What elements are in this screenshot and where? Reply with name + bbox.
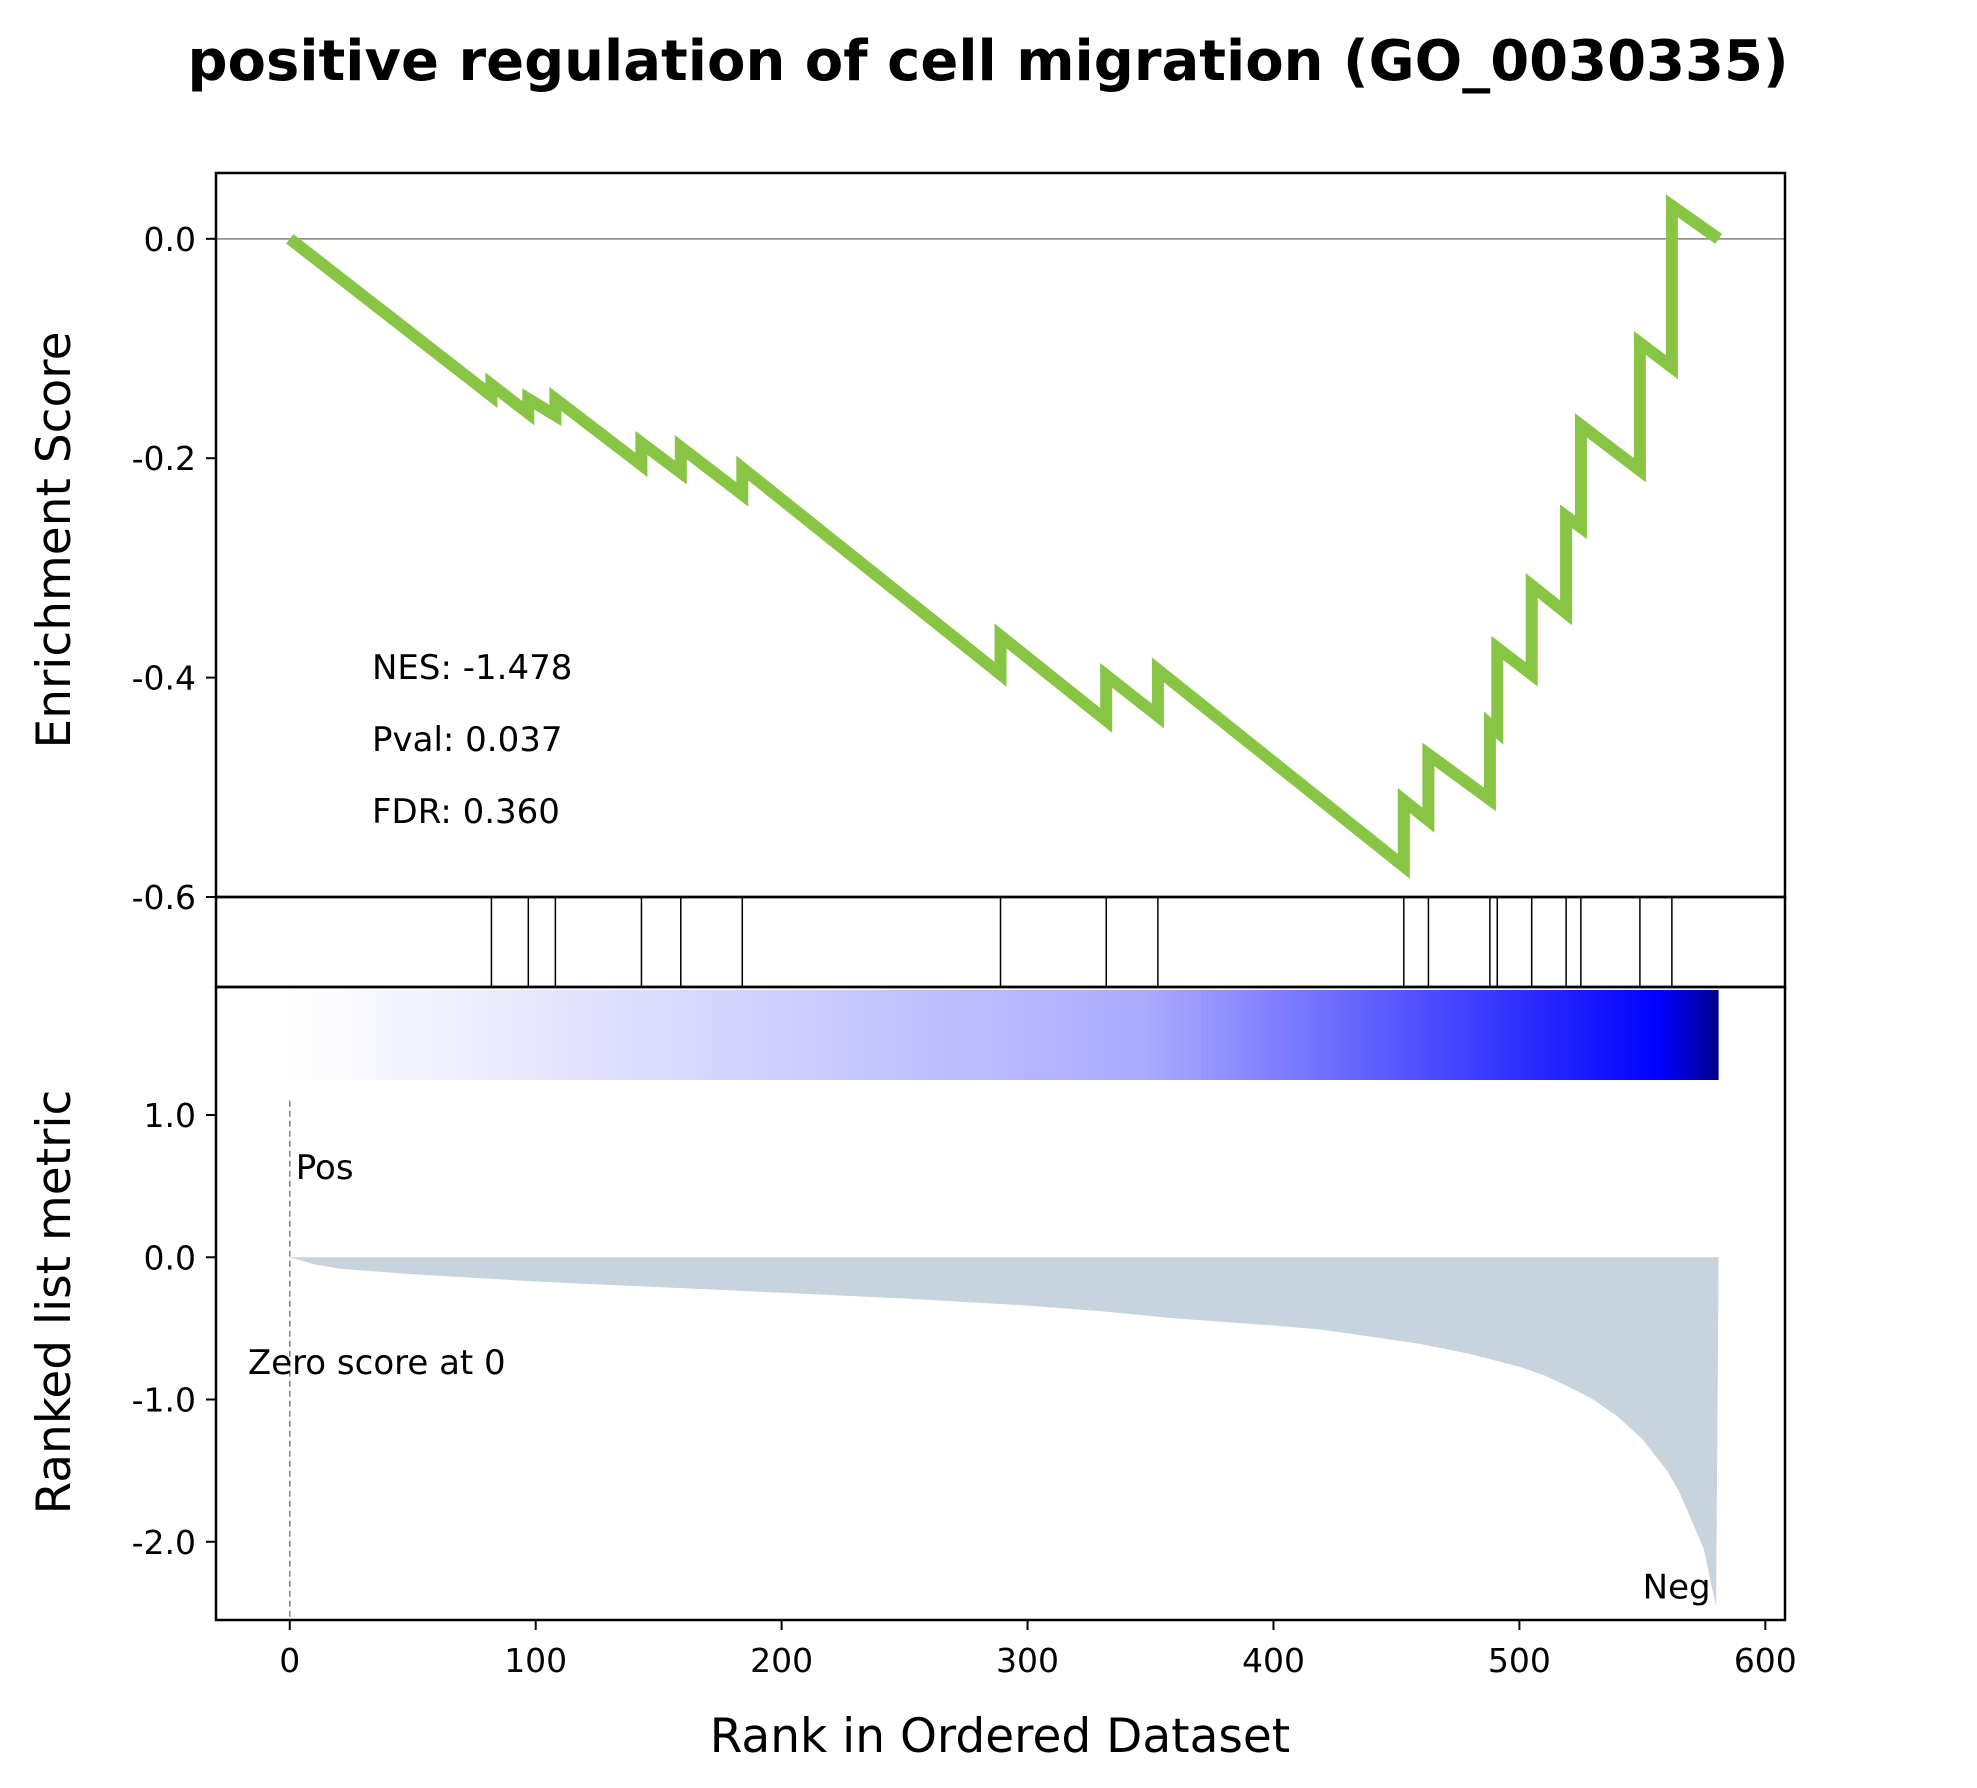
x-tick-label: 300 <box>996 1641 1059 1680</box>
ranked-metric-gradient-bar <box>289 990 1719 1080</box>
zero-score-annotation: Zero score at 0 <box>248 1343 506 1383</box>
pos-label: Pos <box>296 1148 354 1188</box>
metric-y-ticks: 1.0 0.0 -1.0 -2.0 <box>132 1096 216 1562</box>
neg-label: Neg <box>1643 1568 1711 1608</box>
pval-annotation: Pval: 0.037 <box>372 720 563 760</box>
es-y-tick-label: -0.2 <box>132 439 196 478</box>
x-tick-label: 600 <box>1734 1641 1797 1680</box>
running-es-line <box>286 194 1723 879</box>
hits-panel <box>214 895 1787 989</box>
metric-y-tick-label: -2.0 <box>132 1523 196 1562</box>
ranked-metric-panel: Pos Neg Zero score at 0 1.0 0.0 -1.0 -2.0 R… <box>27 985 1787 1622</box>
x-tick-label: 100 <box>504 1641 567 1680</box>
x-ticks: 0 100 200 300 400 500 600 <box>279 1620 1797 1680</box>
es-panel-frame <box>214 171 1787 899</box>
metric-y-tick-label: -1.0 <box>132 1381 196 1420</box>
chart-title: positive regulation of cell migration (G… <box>187 29 1788 94</box>
x-tick-label: 500 <box>1488 1641 1551 1680</box>
metric-panel-frame <box>214 985 1787 1622</box>
metric-y-tick-label: 1.0 <box>144 1096 196 1135</box>
es-y-tick-label: -0.4 <box>132 659 196 698</box>
x-tick-label: 400 <box>1242 1641 1305 1680</box>
x-tick-label: 0 <box>279 1641 300 1680</box>
es-y-ticks: 0.0 -0.2 -0.4 -0.6 <box>132 220 216 917</box>
fdr-annotation: FDR: 0.360 <box>372 792 560 832</box>
ranked-metric-area <box>289 1257 1719 1606</box>
enrichment-panel: 0.0-0.2-0.4-0.6 NES: -1.478 Pval: 0.037 … <box>27 171 1787 917</box>
hit-markers <box>490 897 1673 987</box>
metric-y-axis-label: Ranked list metric <box>27 1090 82 1515</box>
nes-annotation: NES: -1.478 <box>372 648 572 688</box>
x-axis-label: Rank in Ordered Dataset <box>710 1709 1290 1764</box>
es-y-tick-label: 0.0 <box>144 220 196 259</box>
es-y-tick-label: -0.6 <box>132 878 196 917</box>
es-y-axis-label: Enrichment Score <box>27 332 82 749</box>
x-tick-label: 200 <box>750 1641 813 1680</box>
metric-y-tick-label: 0.0 <box>144 1238 196 1277</box>
